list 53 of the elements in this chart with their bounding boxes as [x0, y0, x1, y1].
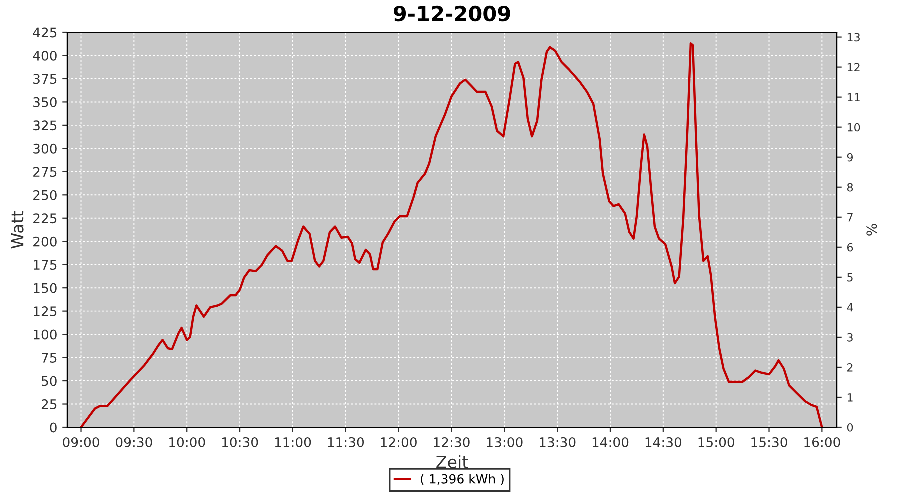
y-tick-label: 375 [34, 74, 57, 84]
y-tick-label: 50 [42, 376, 57, 386]
x-tick-label: 15:00 [698, 437, 734, 448]
y-tick-label: 125 [34, 306, 57, 317]
line-series [80, 42, 824, 428]
y-tick-label: 400 [33, 50, 57, 61]
y2-tick-label: 11 [848, 93, 860, 102]
y2-tick-label: 0 [847, 423, 854, 432]
y-tick-label: 0 [50, 422, 57, 433]
x-tick-label: 11:30 [328, 437, 364, 448]
legend-label: ( 1,396 kWh ) [421, 474, 504, 486]
y-axis-title: Watt [11, 211, 24, 249]
y-tick-label: 25 [42, 399, 57, 410]
y2-tick-label: 9 [847, 153, 854, 162]
y-tick-label: 225 [34, 214, 57, 224]
y2-tick-label: 5 [848, 274, 853, 282]
x-tick-label: 10:00 [170, 437, 206, 448]
x-tick-label: 09:00 [63, 437, 100, 448]
y2-axis-title: % [866, 224, 878, 236]
x-axis-title: Zeit [436, 456, 468, 468]
x-tick-label: 12:00 [381, 437, 417, 448]
y2-tick-label: 10 [848, 123, 860, 132]
x-tick-label: 12:30 [434, 437, 470, 448]
y-tick-label: 325 [34, 120, 57, 131]
y2-tick-label: 6 [848, 243, 854, 252]
x-tick-label: 13:00 [487, 437, 523, 448]
y-tick-label: 200 [34, 236, 57, 247]
y-tick-label: 100 [34, 330, 57, 340]
y-tick-label: 175 [34, 260, 57, 270]
y-tick-label: 350 [34, 97, 57, 108]
y2-tick-label: 1 [848, 394, 853, 402]
x-tick-label: 13:30 [540, 437, 576, 448]
y-tick-label: 300 [34, 144, 57, 154]
x-tick-label: 14:30 [646, 437, 682, 448]
chart-title: 9-12-2009 [394, 6, 510, 22]
x-tick-label: 10:30 [222, 437, 258, 448]
y2-tick-label: 12 [848, 63, 860, 72]
y-tick-label: 275 [34, 167, 57, 178]
x-tick-label: 11:00 [275, 437, 312, 448]
y-tick-label: 150 [34, 283, 57, 294]
y2-tick-label: 7 [848, 214, 853, 222]
y-tick-label: 75 [42, 353, 57, 363]
y-tick-label: 250 [34, 190, 57, 200]
y2-tick-label: 13 [848, 33, 860, 42]
x-tick-label: 09:30 [116, 437, 152, 448]
y2-tick-label: 8 [847, 183, 854, 192]
y2-tick-label: 3 [848, 333, 853, 342]
x-tick-label: 14:00 [592, 437, 629, 448]
y-tick-label: 425 [33, 28, 57, 38]
x-tick-label: 15:30 [752, 437, 788, 448]
x-tick-label: 16:00 [804, 437, 840, 448]
y2-tick-label: 2 [848, 363, 853, 372]
y2-tick-label: 4 [847, 304, 854, 312]
